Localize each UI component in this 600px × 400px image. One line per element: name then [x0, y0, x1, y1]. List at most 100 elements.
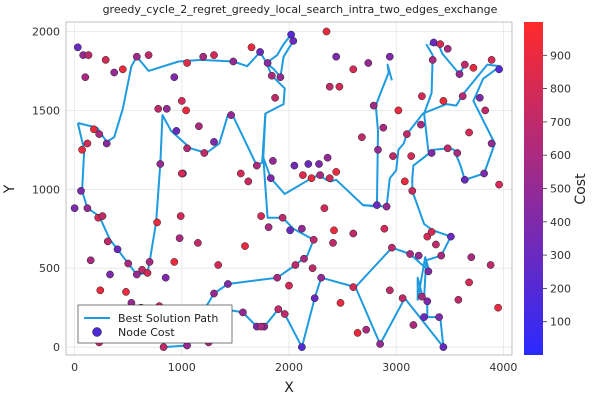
node-point-144 [398, 294, 407, 303]
node-point-39 [418, 92, 426, 101]
node-point-12 [210, 51, 218, 59]
colorbar: 100 200 300 400 500 600 700 800 900 Cost [524, 22, 589, 355]
node-point-151 [310, 294, 319, 303]
node-point-171 [122, 288, 130, 296]
node-point-83 [177, 97, 186, 105]
colorbar-ticks: 100 200 300 400 500 600 700 800 900 [543, 49, 571, 329]
node-point-152 [298, 343, 306, 351]
colorbar-tick-label-5: 600 [550, 149, 571, 162]
node-point-118 [257, 212, 265, 220]
node-point-3 [84, 51, 93, 59]
node-point-141 [420, 313, 428, 321]
node-point-36 [455, 70, 464, 78]
node-point-168 [159, 343, 168, 351]
node-point-30 [436, 40, 445, 48]
node-point-79 [210, 138, 218, 146]
node-point-135 [486, 261, 495, 269]
colorbar-tick-label-0: 100 [550, 316, 571, 329]
node-point-54 [394, 106, 403, 115]
node-point-105 [143, 269, 152, 277]
node-point-107 [153, 218, 161, 227]
node-markers [70, 27, 503, 351]
node-point-142 [435, 313, 443, 321]
node-point-63 [358, 133, 366, 142]
node-point-80 [200, 149, 209, 157]
colorbar-tick-label-6: 700 [550, 116, 571, 129]
node-point-136 [494, 303, 502, 312]
node-point-120 [278, 213, 287, 222]
node-point-162 [257, 322, 265, 331]
node-point-55 [379, 123, 388, 132]
node-point-17 [267, 71, 276, 80]
node-point-145 [409, 321, 418, 329]
node-point-106 [145, 258, 154, 266]
node-point-81 [195, 122, 203, 131]
node-point-84 [182, 106, 190, 115]
y-tick-label-0: 0 [53, 341, 60, 354]
node-point-9 [170, 73, 179, 82]
node-point-6 [118, 65, 127, 74]
node-point-67 [304, 160, 313, 168]
node-point-164 [224, 280, 232, 288]
node-point-78 [227, 111, 235, 119]
node-point-46 [427, 149, 436, 157]
node-point-4 [101, 56, 110, 64]
node-point-132 [437, 251, 446, 260]
node-point-73 [266, 174, 275, 183]
node-point-86 [162, 104, 171, 113]
node-point-90 [95, 130, 104, 138]
node-point-88 [102, 139, 111, 148]
node-point-117 [241, 242, 249, 250]
colorbar-tick-label-7: 800 [550, 83, 571, 96]
node-point-10 [183, 59, 191, 67]
node-point-60 [408, 187, 417, 195]
node-point-56 [374, 145, 382, 154]
node-point-59 [400, 177, 409, 186]
node-point-68 [315, 160, 323, 168]
node-point-44 [465, 128, 473, 137]
node-point-42 [475, 93, 484, 102]
node-point-25 [335, 82, 344, 91]
node-point-49 [460, 175, 469, 184]
node-point-5 [110, 68, 119, 77]
node-point-127 [380, 224, 389, 233]
node-point-53 [369, 101, 378, 110]
y-tick-label-1: 500 [39, 262, 60, 275]
node-point-97 [98, 212, 107, 220]
node-point-140 [423, 297, 432, 306]
node-point-8 [144, 51, 153, 59]
node-point-129 [406, 250, 414, 258]
node-point-108 [156, 160, 165, 168]
node-point-130 [414, 251, 423, 260]
node-point-57 [389, 152, 397, 160]
chart-title: greedy_cycle_2_regret_greedy_local_searc… [103, 3, 498, 16]
node-point-76 [244, 177, 253, 186]
legend-node-swatch [92, 327, 102, 337]
node-point-66 [316, 171, 324, 179]
node-point-43 [481, 106, 490, 115]
node-point-65 [325, 174, 334, 183]
node-point-143 [439, 343, 448, 351]
node-point-62 [373, 201, 381, 209]
node-point-18 [276, 73, 285, 82]
node-point-155 [308, 264, 317, 273]
node-point-28 [385, 52, 394, 61]
node-point-150 [317, 273, 326, 282]
x-axis-label: X [284, 380, 294, 396]
colorbar-gradient [524, 22, 543, 355]
node-point-163 [239, 308, 247, 317]
y-tick-label-3: 1500 [32, 104, 60, 117]
node-point-34 [487, 56, 496, 64]
node-point-69 [323, 153, 332, 162]
plot-area-frame [65, 21, 513, 356]
node-point-94 [83, 204, 92, 213]
node-point-37 [428, 56, 437, 64]
node-point-126 [349, 229, 358, 238]
node-point-138 [454, 295, 463, 304]
node-point-58 [407, 152, 416, 160]
node-point-153 [291, 261, 300, 269]
node-point-175 [96, 286, 105, 295]
y-tick-label-4: 2000 [32, 25, 60, 38]
node-point-40 [439, 97, 448, 105]
node-point-131 [424, 267, 433, 276]
